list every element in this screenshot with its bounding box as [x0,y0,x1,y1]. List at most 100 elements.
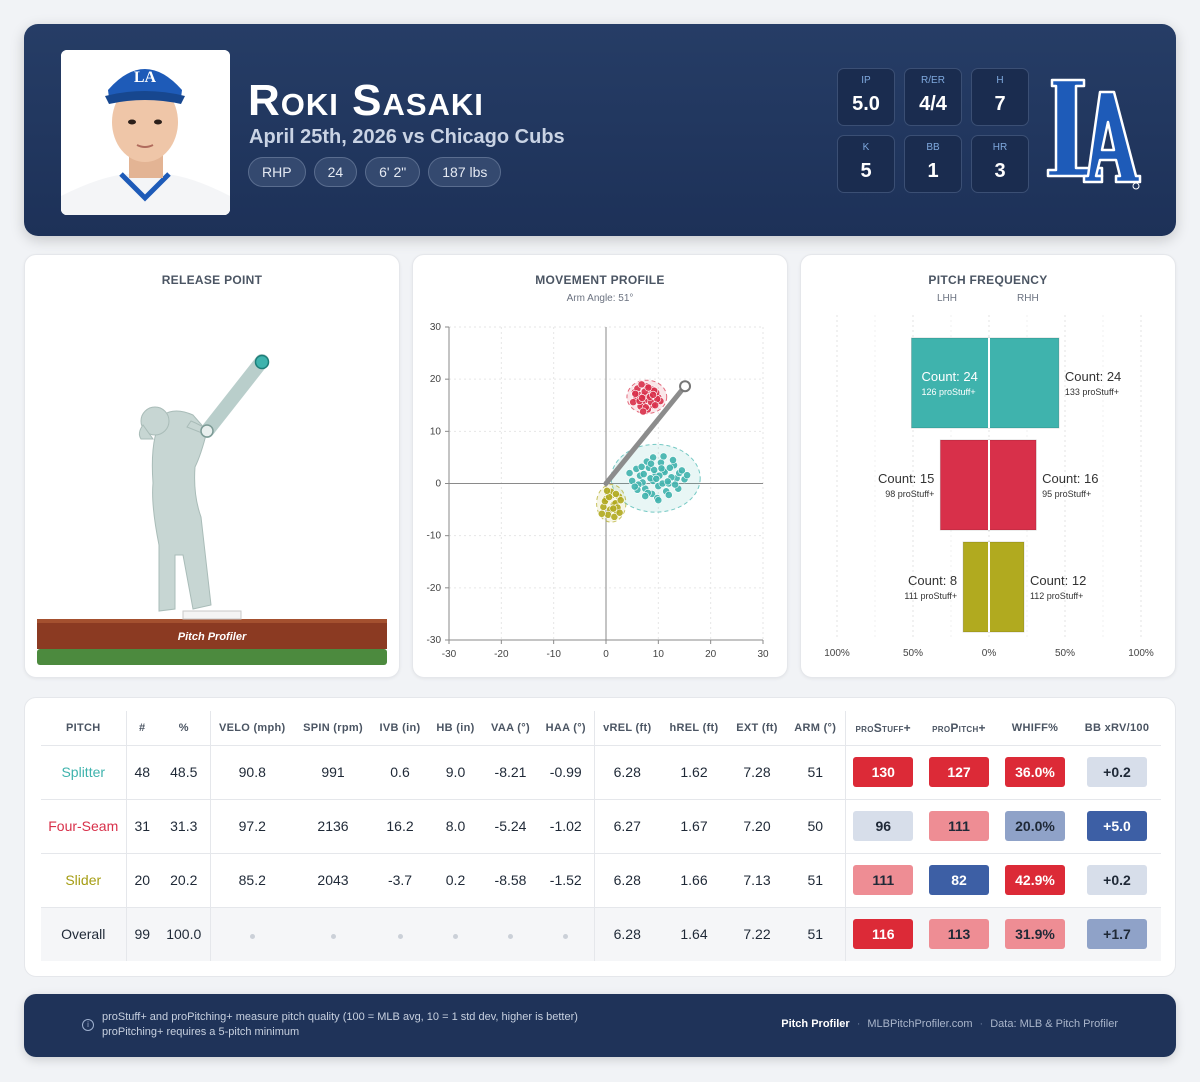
placeholder-dot [563,934,569,940]
arm-angle-label: Arm Angle: 51° [566,293,634,304]
hrel-cell: 1.64 [660,907,728,961]
pct-cell: 100.0 [158,907,210,961]
fourseam-point [637,380,646,389]
footer-data-source: Data: MLB & Pitch Profiler [990,1018,1118,1030]
arm-angle-line [603,383,688,486]
fourseam-point [629,398,638,407]
shoulder-marker [200,424,214,438]
col-header: PITCH [41,711,126,746]
spin-cell: 2136 [294,799,372,854]
splitter-point [654,496,663,505]
pitcher-arm [200,354,269,438]
pct-cell: 48.5 [158,745,210,800]
lhh-count-label: Count: 24 [921,369,977,384]
stat-value: 3 [994,160,1006,182]
stat-hr: HR 3 [971,135,1029,193]
vrel-cell: 6.27 [593,799,660,854]
splitter-point [665,463,674,472]
empty-cell [428,907,483,961]
splitter-point [663,477,672,486]
stat-h: H 7 [971,68,1029,126]
movement-scatter: -30 -20 -10 0 10 20 30 30 20 10 0 -10 -20 -30 [427,322,769,660]
propitch-badge-cell: 82 [921,853,997,908]
rhh-label: RHH [1017,293,1039,304]
propitch-badge: 82 [929,865,989,895]
footer-separator: · [856,1018,861,1030]
pitcher-silhouette [138,406,212,612]
hb-cell: 0.2 [428,853,483,908]
velo-cell: 97.2 [209,799,294,854]
prostuff-badge-cell: 130 [844,745,921,800]
col-header: IVB (in) [372,711,428,746]
empty-cell [209,907,294,961]
footer-credits: Pitch Profiler · MLBPitchProfiler.com · … [781,1018,1118,1030]
vaa-cell: -5.24 [483,799,538,854]
team-logo [1046,78,1142,190]
propitch-badge-cell: 127 [921,745,997,800]
splitter-point [652,474,661,483]
splitter-point [650,466,659,474]
mound-dirt [37,619,387,649]
xrv-badge-cell: +1.7 [1073,907,1161,961]
col-header: # [125,711,158,746]
prostuff-badge-cell: 96 [844,799,921,854]
placeholder-dot [249,934,255,940]
player-header: LA Roki Sasaki April 25th, 2026 vs Chica… [24,24,1176,236]
splitter-point [639,470,648,479]
movement-profile-panel: MOVEMENT PROFILE Arm Angle: 51° -30 -20 -1… [412,254,788,678]
ivb-cell: 16.2 [372,799,428,854]
y-tick-label: 10 [430,426,442,437]
pitching-rubber [182,610,242,620]
placeholder-dot [453,934,458,940]
stat-label: BB [926,142,940,153]
whiff-badge-cell: 36.0% [997,745,1073,800]
col-header: proPitch+ [921,711,997,746]
xrv-badge-cell: +0.2 [1073,853,1161,908]
x-tick-label: 30 [757,649,769,660]
footer-site-link[interactable]: MLBPitchProfiler.com [867,1018,973,1030]
prostuff-badge: 96 [853,811,914,841]
splitter-point [669,456,677,464]
lhh-prostuff-label: 126 proStuff+ [921,387,975,397]
hrel-cell: 1.62 [660,745,728,800]
lhh-bar-four-seam [939,439,990,531]
ivb-cell: -3.7 [372,853,428,908]
placeholder-dot [508,934,513,940]
spin-cell: 991 [294,745,372,800]
vaa-cell: -8.58 [483,853,538,908]
rhh-prostuff-label: 133 proStuff+ [1065,387,1119,397]
lhh-prostuff-label: 111 proStuff+ [904,591,957,601]
stat-label: HR [992,142,1008,153]
empty-cell [372,907,428,961]
pitch-name-cell: Four-Seam [41,799,126,854]
arm-cell: 51 [786,907,845,961]
whiff-badge: 20.0% [1005,811,1065,841]
x-tick-label: -10 [546,649,561,660]
freq-tick-label: 50% [1055,648,1075,659]
prostuff-badge: 130 [853,757,914,787]
fourseam-point [651,401,660,410]
propitch-badge: 113 [929,919,989,950]
vrel-cell: 6.28 [593,907,660,961]
lhh-label: LHH [937,293,958,304]
pill-throws: RHP [248,157,306,187]
release-point-marker [254,354,270,370]
arm-cell: 51 [786,745,845,800]
footer-brand: Pitch Profiler [781,1018,850,1030]
vaa-cell: -8.21 [483,745,538,800]
slider-point [610,512,619,521]
splitter-point [641,492,650,500]
pitch-metrics-table-card: PITCH # % VELO (mph) SPIN (rpm) IVB (in)… [24,697,1176,977]
splitter-point [659,452,668,461]
pct-cell: 20.2 [158,853,210,908]
info-icon: i [82,1019,94,1031]
empty-cell [294,907,372,961]
footer-note: proStuff+ and proPitching+ measure pitch… [102,1011,578,1023]
splitter-point [671,480,679,489]
hrel-cell: 1.66 [660,853,728,908]
lhh-count-label: Count: 8 [908,573,957,588]
col-header: SPIN (rpm) [294,711,372,746]
splitter-point [664,491,673,499]
rhh-bar-splitter [988,337,1060,429]
stat-r-er: R/ER 4/4 [904,68,962,126]
